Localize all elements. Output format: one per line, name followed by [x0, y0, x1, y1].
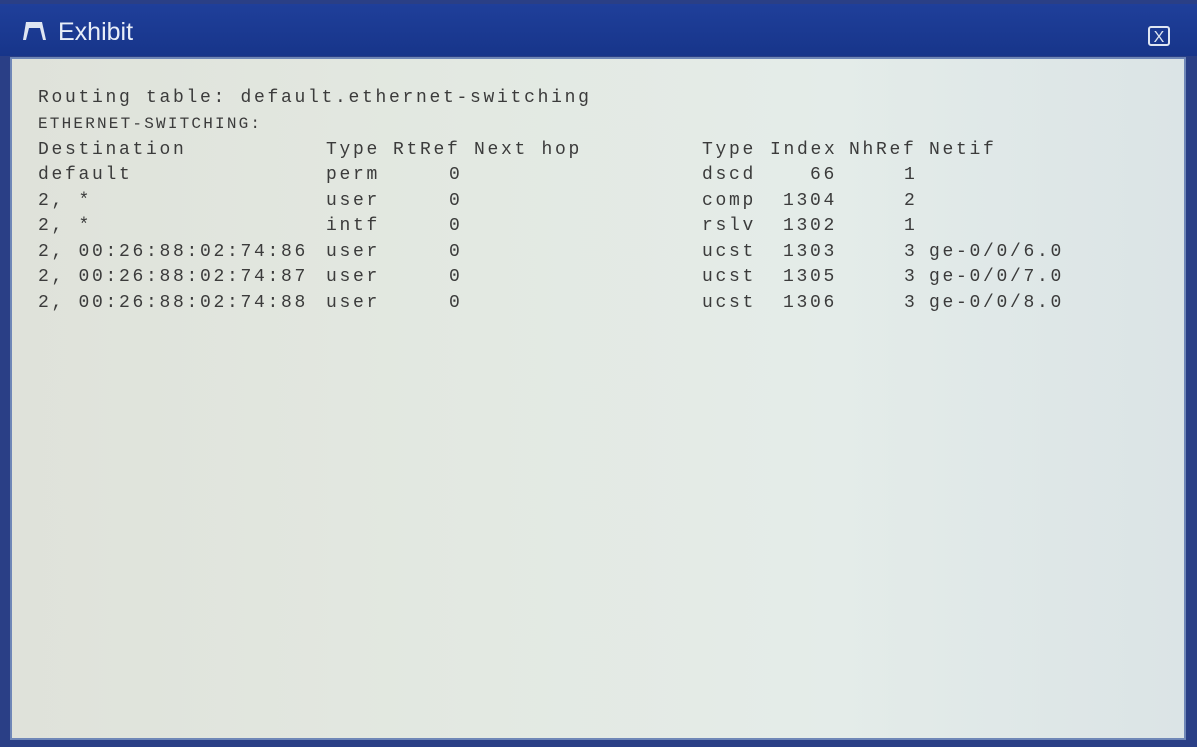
cell-netif: ge-0/0/7.0 [929, 267, 1065, 288]
header-index: Index [770, 140, 838, 160]
cell-type2: ucst [702, 293, 757, 313]
cell-nhref: 3 [904, 241, 918, 262]
cell-index: 66 [809, 165, 837, 185]
cell-type: user [326, 293, 381, 313]
cell-type2: dscd [702, 165, 757, 185]
cell-nhref: 3 [904, 267, 918, 288]
cell-rtref: 0 [449, 216, 463, 237]
close-button[interactable]: X [1148, 26, 1170, 46]
routing-table-line: Routing table: default.ethernet-switchin… [38, 88, 592, 108]
header-netif: Netif [929, 140, 997, 160]
cell-index: 1302 [782, 216, 837, 237]
cell-rtref: 0 [449, 293, 463, 313]
cell-type2: ucst [702, 241, 757, 262]
cell-destination: 2, 00:26:88:02:74:88 [38, 293, 309, 313]
header-nhref: NhRef [849, 140, 917, 160]
cell-type2: ucst [702, 267, 757, 288]
cell-nhref: 3 [904, 293, 918, 313]
cell-type: user [326, 267, 381, 288]
title-bar: Exhibit X [0, 4, 1197, 56]
cell-destination: 2, * [38, 190, 93, 211]
cell-index: 1304 [782, 190, 837, 211]
cell-rtref: 0 [449, 267, 463, 288]
cell-index: 1305 [782, 267, 837, 288]
header-destination: Destination [38, 140, 187, 160]
cell-index: 1306 [782, 293, 837, 313]
section-heading: ETHERNET-SWITCHING: [38, 115, 263, 133]
close-icon: X [1153, 29, 1165, 46]
header-type: Type [326, 140, 381, 160]
cell-type: intf [326, 216, 381, 237]
cell-type2: comp [702, 190, 757, 211]
cell-rtref: 0 [449, 165, 463, 185]
cell-type: user [326, 241, 381, 262]
cell-destination: 2, 00:26:88:02:74:86 [38, 241, 309, 262]
cell-destination: 2, * [38, 216, 93, 237]
cell-rtref: 0 [449, 241, 463, 262]
window-title: Exhibit [58, 18, 134, 46]
cell-nhref: 1 [904, 165, 918, 185]
cell-netif: ge-0/0/6.0 [929, 241, 1065, 262]
header-type2: Type [702, 140, 757, 160]
cell-type: perm [326, 165, 381, 185]
cell-rtref: 0 [449, 190, 463, 211]
cell-type2: rslv [702, 216, 757, 237]
cell-nhref: 2 [904, 190, 918, 211]
cell-netif: ge-0/0/8.0 [929, 293, 1065, 313]
cell-destination: default [38, 165, 133, 185]
header-next-hop: Next hop [474, 140, 583, 160]
header-rtref: RtRef [393, 140, 461, 160]
cell-index: 1303 [782, 241, 837, 262]
cell-nhref: 1 [904, 216, 918, 237]
cell-type: user [326, 190, 381, 211]
easel-icon [23, 22, 46, 40]
exhibit-content [10, 57, 1186, 740]
cell-destination: 2, 00:26:88:02:74:87 [38, 267, 309, 288]
